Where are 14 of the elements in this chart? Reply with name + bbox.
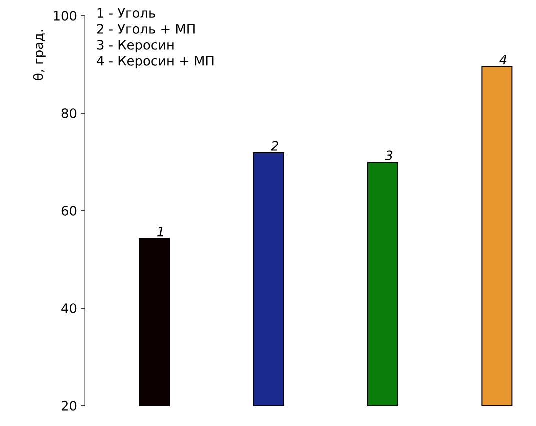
x-tick-label: 2 — [271, 141, 278, 151]
y-tick-label: 60 — [62, 206, 77, 216]
x-tick-label: 3 — [385, 150, 393, 161]
y-tick-label: 80 — [62, 108, 77, 118]
y-tick-label: 100 — [54, 11, 77, 21]
x-tick-label: 4 — [500, 55, 507, 65]
x-tick-label: 1 — [157, 227, 164, 237]
y-axis-title: θ, град. — [33, 30, 46, 80]
annotation: 3 - Керосин — [97, 40, 174, 52]
y-tick-label: 40 — [62, 304, 77, 314]
annotation: 1 - Уголь — [98, 8, 156, 18]
annotation: 2 - Уголь + МП — [97, 24, 195, 34]
annotation: 4 - Керосин + МП — [97, 56, 214, 68]
y-tick-label: 20 — [62, 401, 77, 411]
